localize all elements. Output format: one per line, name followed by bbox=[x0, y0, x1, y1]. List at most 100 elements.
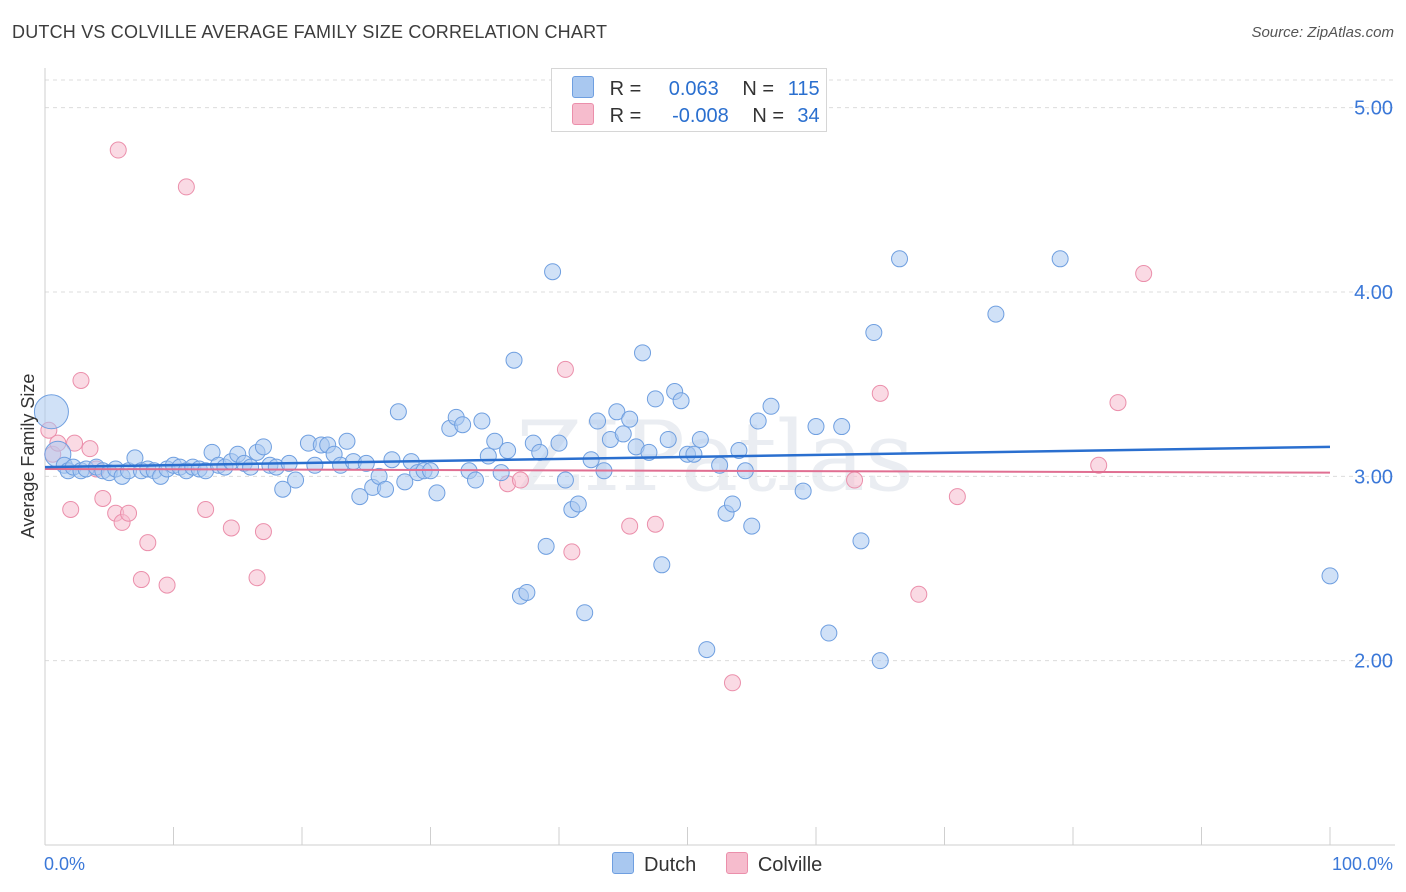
legend-item-colville: Colville bbox=[725, 852, 823, 877]
dutch-point bbox=[466, 471, 484, 489]
colville-point bbox=[72, 371, 90, 389]
dutch-point bbox=[576, 604, 594, 622]
y-tick-label: 3.00 bbox=[1354, 466, 1393, 488]
dutch-point bbox=[691, 430, 709, 448]
colville-point bbox=[66, 434, 84, 452]
colville-swatch bbox=[572, 103, 594, 125]
dutch-point bbox=[1051, 250, 1069, 268]
dutch-point bbox=[499, 442, 517, 460]
dutch-point bbox=[891, 250, 909, 268]
dutch-point bbox=[749, 412, 767, 430]
dutch-points bbox=[33, 250, 1339, 670]
dutch-point bbox=[987, 305, 1005, 323]
colville-point bbox=[120, 504, 138, 522]
dutch-point bbox=[723, 495, 741, 513]
dutch-point bbox=[351, 488, 369, 506]
x-tick-label-min: 0.0% bbox=[44, 854, 85, 874]
y-tick-label: 4.00 bbox=[1354, 282, 1393, 304]
colville-point bbox=[177, 178, 195, 196]
dutch-point bbox=[569, 495, 587, 513]
legend-row-colville: R = -0.008 N = 34 bbox=[572, 103, 820, 127]
legend-colville-label: Colville bbox=[757, 854, 823, 876]
dutch-point bbox=[762, 397, 780, 415]
dutch-point bbox=[672, 392, 690, 410]
dutch-point bbox=[505, 351, 523, 369]
dutch-point bbox=[807, 418, 825, 436]
dutch-point bbox=[396, 473, 414, 491]
y-tick-label: 5.00 bbox=[1354, 98, 1393, 120]
colville-point bbox=[1135, 265, 1153, 283]
dutch-point bbox=[357, 454, 375, 472]
dutch-point bbox=[659, 430, 677, 448]
colville-point bbox=[222, 519, 240, 537]
colville-point bbox=[511, 471, 529, 489]
dutch-point bbox=[473, 412, 491, 430]
dutch-point bbox=[653, 556, 671, 574]
dutch-point bbox=[871, 652, 889, 670]
dutch-point bbox=[479, 447, 497, 465]
legend-n-value: 34 bbox=[797, 105, 820, 127]
dutch-point bbox=[486, 432, 504, 450]
dutch-point bbox=[698, 641, 716, 659]
colville-point bbox=[846, 471, 864, 489]
dutch-point bbox=[338, 432, 356, 450]
dutch-point bbox=[743, 517, 761, 535]
dutch-point bbox=[589, 412, 607, 430]
colville-point bbox=[1090, 456, 1108, 474]
dutch-point bbox=[865, 324, 883, 342]
colville-point bbox=[254, 523, 272, 541]
dutch-point bbox=[794, 482, 812, 500]
dutch-point bbox=[608, 403, 626, 421]
colville-point bbox=[723, 674, 741, 692]
colville-points bbox=[40, 141, 1153, 692]
colville-point bbox=[139, 534, 157, 552]
legend-n-value: 115 bbox=[787, 78, 820, 100]
dutch-point bbox=[685, 445, 703, 463]
dutch-point bbox=[454, 416, 472, 434]
colville-point bbox=[158, 576, 176, 594]
series-legend: Dutch Colville bbox=[612, 852, 846, 877]
legend-dutch-label: Dutch bbox=[644, 854, 697, 876]
dutch-swatch bbox=[612, 852, 634, 874]
dutch-point bbox=[1321, 567, 1339, 585]
colville-point bbox=[248, 569, 266, 587]
legend-r-value: -0.008 bbox=[672, 105, 729, 127]
colville-point bbox=[871, 384, 889, 402]
dutch-point bbox=[518, 583, 536, 601]
dutch-point bbox=[621, 410, 639, 428]
legend-item-dutch: Dutch bbox=[612, 852, 696, 877]
dutch-point bbox=[614, 425, 632, 443]
colville-point bbox=[62, 501, 80, 519]
dutch-point bbox=[820, 624, 838, 642]
dutch-point bbox=[550, 434, 568, 452]
dutch-point bbox=[646, 390, 664, 408]
legend-r-label: R = bbox=[609, 105, 642, 127]
dutch-point bbox=[537, 537, 555, 555]
trend-lines bbox=[44, 445, 1331, 474]
colville-point bbox=[910, 585, 928, 603]
colville-point bbox=[563, 543, 581, 561]
y-axis-label: Average Family Size bbox=[18, 374, 38, 539]
dutch-point bbox=[306, 456, 324, 474]
dutch-trend-line bbox=[44, 445, 1331, 469]
colville-point bbox=[646, 515, 664, 533]
dutch-point bbox=[634, 344, 652, 362]
colville-point bbox=[948, 488, 966, 506]
dutch-point bbox=[383, 451, 401, 469]
colville-point bbox=[81, 440, 99, 458]
dutch-point bbox=[428, 484, 446, 502]
legend-r-label: R = bbox=[609, 78, 642, 100]
legend-row-dutch: R = 0.063 N = 115 bbox=[572, 76, 820, 100]
legend-n-label: N = bbox=[752, 105, 785, 127]
dutch-point bbox=[242, 458, 260, 476]
dutch-point bbox=[33, 394, 69, 430]
colville-point bbox=[197, 501, 215, 519]
dutch-swatch bbox=[572, 76, 594, 98]
dutch-point bbox=[492, 464, 510, 482]
source-label: Source: ZipAtlas.com bbox=[1251, 24, 1394, 41]
y-tick-label: 2.00 bbox=[1354, 651, 1393, 673]
dutch-point bbox=[377, 480, 395, 498]
legend-r-value: 0.063 bbox=[668, 78, 719, 100]
gridlines bbox=[45, 79, 1395, 662]
